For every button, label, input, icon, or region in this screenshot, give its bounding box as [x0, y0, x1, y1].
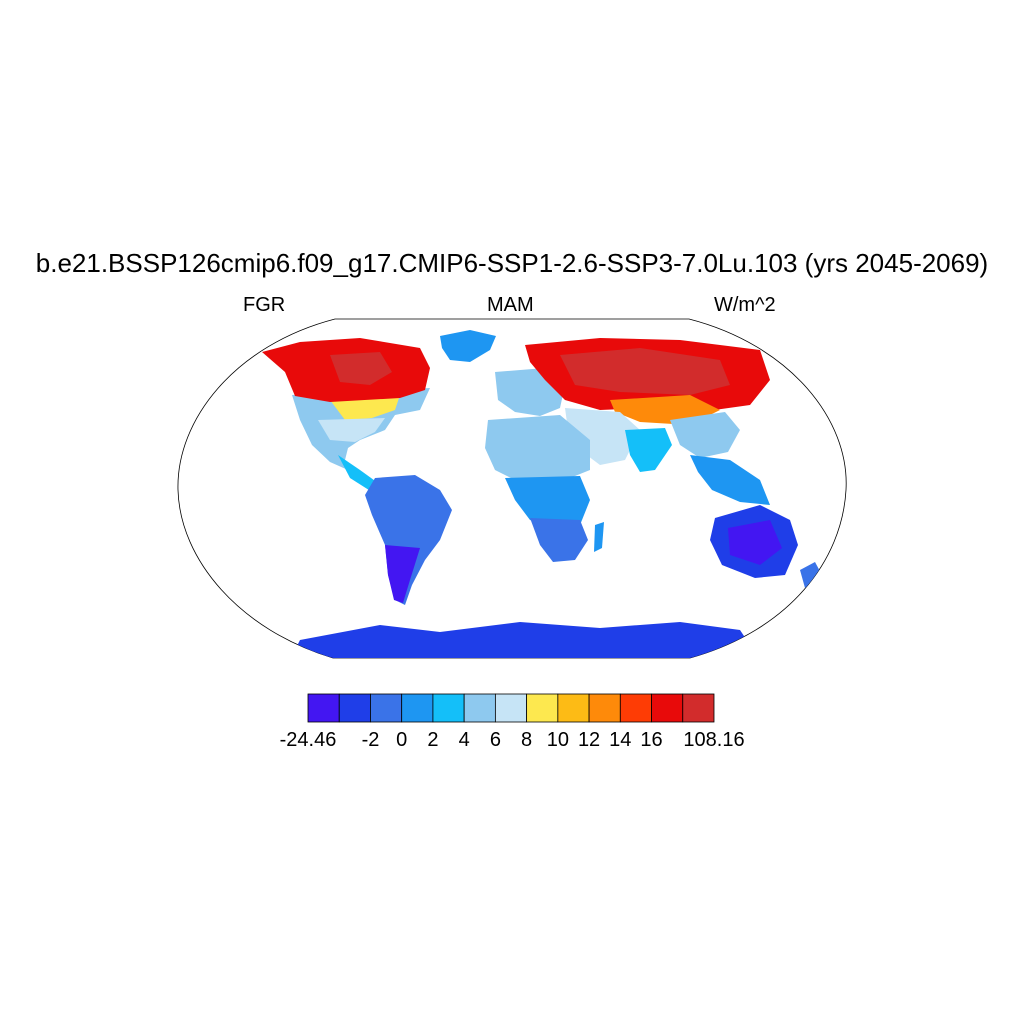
- region-east-asia: [670, 412, 740, 458]
- colorbar-swatch: [338, 693, 371, 723]
- colorbar-swatch: [463, 693, 496, 723]
- region-us-southeast: [318, 418, 385, 442]
- colorbar-tick-label: 2: [427, 729, 438, 751]
- colorbar-tick-label: 16: [640, 729, 662, 751]
- colorbar-swatch: [557, 693, 590, 723]
- colorbar-tick-label: 10: [547, 729, 569, 751]
- colorbar-tick-label: 0: [396, 729, 407, 751]
- colorbar-tick-label: 14: [609, 729, 631, 751]
- colorbar-swatch: [370, 693, 403, 723]
- colorbar-swatch: [651, 693, 684, 723]
- season-label: MAM: [487, 294, 534, 316]
- region-hudson-bay: [330, 352, 392, 385]
- region-siberia-core: [560, 348, 730, 395]
- colorbar-tick-label: 108.16: [683, 729, 744, 751]
- units-label: W/m^2: [714, 294, 776, 316]
- chart-title: b.e21.BSSP126cmip6.f09_g17.CMIP6-SSP1-2.…: [35, 248, 989, 278]
- region-us-east: [330, 395, 400, 420]
- colorbar-tick-label: 4: [459, 729, 470, 751]
- colorbar: -24.46 -2 0 2 4 6 8 10 12 14 16 108.16: [280, 693, 745, 751]
- colorbar-tick-label: 8: [521, 729, 532, 751]
- colorbar-swatch: [619, 693, 652, 723]
- colorbar-swatch: [307, 693, 340, 723]
- colorbar-swatch: [526, 693, 559, 723]
- colorbar-swatch: [401, 693, 434, 723]
- colorbar-swatch: [588, 693, 621, 723]
- region-south-america: [365, 475, 452, 605]
- region-new-zealand: [800, 562, 822, 588]
- region-india: [625, 428, 672, 472]
- colorbar-tick-label: 12: [578, 729, 600, 751]
- colorbar-tick-label: -24.46: [280, 729, 337, 751]
- region-madagascar: [594, 522, 604, 552]
- region-southern-africa: [530, 518, 588, 562]
- region-central-africa: [505, 476, 590, 530]
- colorbar-swatch: [682, 693, 715, 723]
- region-greenland: [440, 330, 496, 362]
- region-southeast-asia: [690, 455, 770, 505]
- land-field: [262, 330, 822, 658]
- variable-label: FGR: [243, 294, 286, 316]
- colorbar-swatch: [432, 693, 465, 723]
- region-north-africa: [485, 415, 590, 485]
- colorbar-swatch: [494, 693, 528, 723]
- region-australia-interior: [728, 520, 782, 565]
- region-antarctica: [290, 622, 760, 658]
- region-patagonia: [385, 545, 420, 603]
- colorbar-tick-label: 6: [490, 729, 501, 751]
- colorbar-tick-label: -2: [362, 729, 380, 751]
